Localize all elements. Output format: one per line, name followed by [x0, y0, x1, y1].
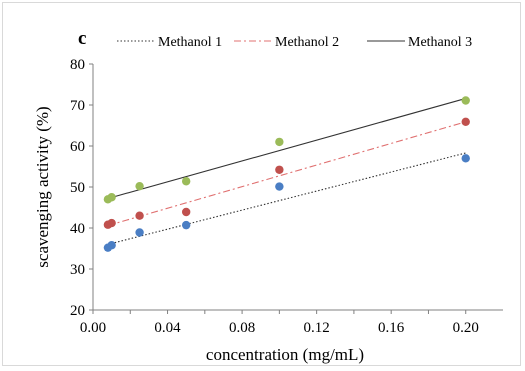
panel-label: c — [78, 28, 86, 49]
x-tick-label: 0.12 — [304, 320, 330, 336]
y-tick-label: 40 — [70, 221, 85, 237]
tick-labels: 20 30 40 50 60 70 80 0.00 0.04 0.08 0.12 0.16 0.20 — [70, 57, 479, 336]
legend-label: Methanol 2 — [275, 35, 339, 50]
x-tick-label: 0.08 — [229, 320, 255, 336]
y-tick-label: 80 — [70, 57, 85, 73]
y-axis-title: scavenging activity (%) — [33, 106, 52, 267]
trendline — [107, 152, 466, 245]
x-tick-label: 0.20 — [453, 320, 479, 336]
data-point — [135, 181, 144, 191]
x-tick-label: 0.04 — [154, 320, 181, 336]
trendline — [107, 97, 466, 200]
y-tick-label: 60 — [70, 139, 85, 155]
x-axis-title: concentration (mg/mL) — [206, 345, 364, 364]
data-point — [461, 154, 470, 163]
y-tick-label: 20 — [70, 303, 85, 319]
data-point — [181, 207, 191, 217]
x-tick-label: 0.16 — [378, 320, 405, 336]
axes — [89, 63, 503, 314]
data-point — [275, 165, 284, 174]
data-point — [461, 117, 470, 127]
data-point — [275, 137, 284, 147]
legend-label: Methanol 1 — [158, 35, 222, 50]
chart-frame — [2, 2, 521, 366]
x-tick-label: 0.00 — [80, 320, 106, 336]
trendline — [107, 121, 466, 227]
data-point — [107, 193, 116, 202]
data-point — [461, 96, 470, 105]
data-point — [181, 177, 191, 186]
y-tick-label: 30 — [70, 262, 85, 278]
trendlines — [107, 97, 466, 245]
y-tick-label: 70 — [70, 98, 85, 114]
data-point — [135, 211, 144, 220]
data-point — [135, 228, 144, 237]
legend-label: Methanol 3 — [408, 35, 472, 50]
data-point — [107, 218, 116, 228]
data-points — [103, 96, 470, 252]
legend: Methanol 1 Methanol 2 Methanol 3 — [117, 35, 472, 50]
data-point — [275, 182, 284, 191]
data-point — [107, 241, 116, 250]
data-point — [181, 220, 191, 230]
y-tick-label: 50 — [70, 180, 85, 196]
